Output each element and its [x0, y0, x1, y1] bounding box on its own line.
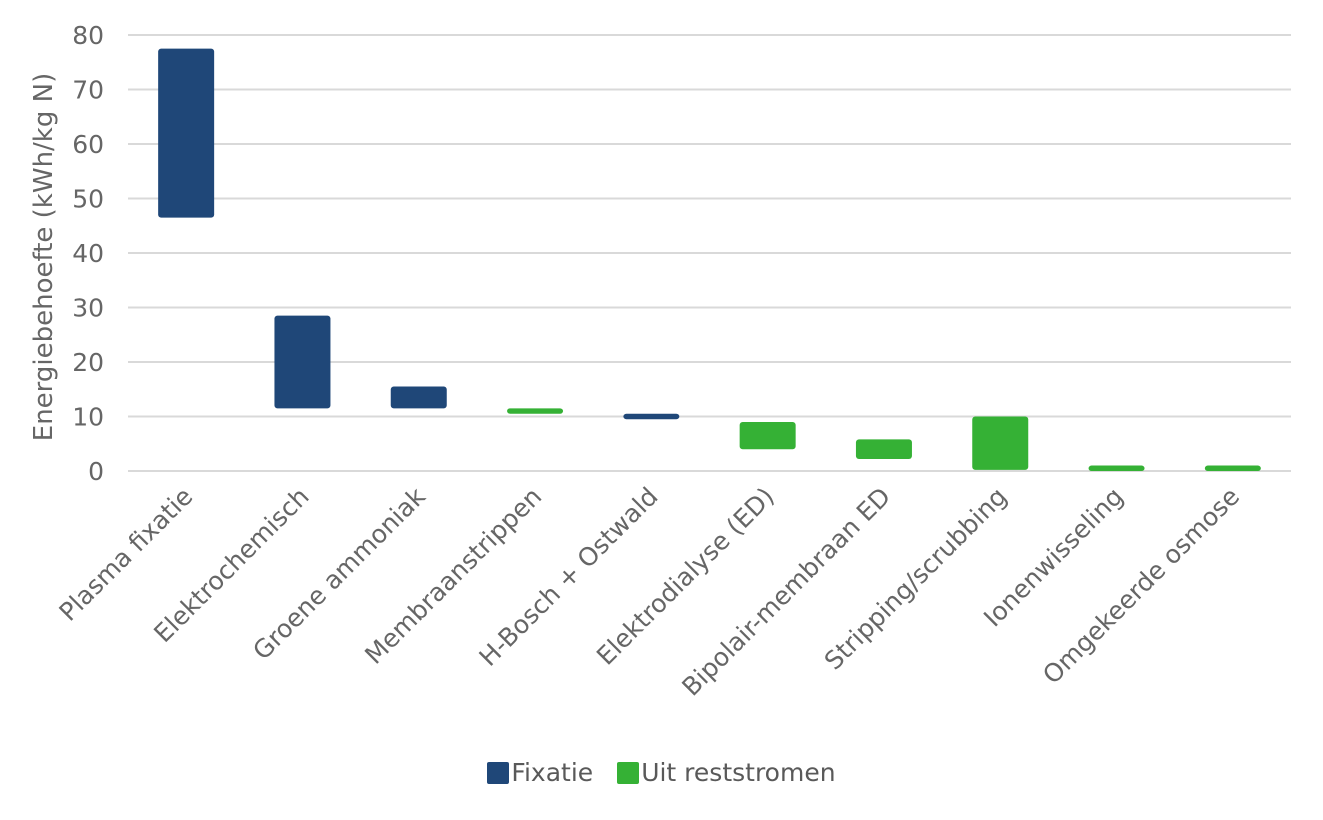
- y-tick-label: 10: [72, 403, 104, 432]
- bar: [274, 315, 331, 409]
- y-tick-label: 40: [72, 239, 104, 268]
- legend-swatch-uit-reststromen: [617, 761, 640, 784]
- bar: [1088, 465, 1145, 471]
- legend-item-fixatie: Fixatie: [487, 758, 593, 787]
- legend: Fixatie Uit reststromen: [0, 758, 1323, 787]
- y-tick-labels: 0 10 20 30 40 50 60 70 80: [72, 21, 104, 486]
- legend-label-uit-reststromen: Uit reststromen: [641, 758, 836, 787]
- bar: [623, 413, 680, 420]
- bar: [507, 408, 564, 414]
- y-tick-label: 80: [72, 21, 104, 50]
- bars: [158, 48, 1261, 471]
- x-tick-label: Bipolair-membraan ED: [676, 482, 896, 702]
- bar: [972, 416, 1029, 470]
- bar: [1204, 465, 1261, 471]
- y-tick-label: 0: [88, 457, 104, 486]
- bar: [158, 48, 215, 218]
- y-tick-label: 30: [72, 294, 104, 323]
- y-axis-label: Energiebehoefte (kWh/kg N): [29, 73, 59, 441]
- legend-swatch-fixatie: [487, 761, 510, 784]
- bar: [390, 386, 447, 409]
- y-tick-label: 70: [72, 76, 104, 105]
- y-tick-label: 60: [72, 130, 104, 159]
- bar: [739, 421, 796, 450]
- bar: [855, 439, 912, 460]
- y-tick-label: 50: [72, 185, 104, 214]
- legend-item-uit-reststromen: Uit reststromen: [617, 758, 836, 787]
- legend-label-fixatie: Fixatie: [511, 758, 594, 787]
- x-tick-label: Omgekeerde osmose: [1037, 482, 1245, 690]
- y-tick-label: 20: [72, 348, 104, 377]
